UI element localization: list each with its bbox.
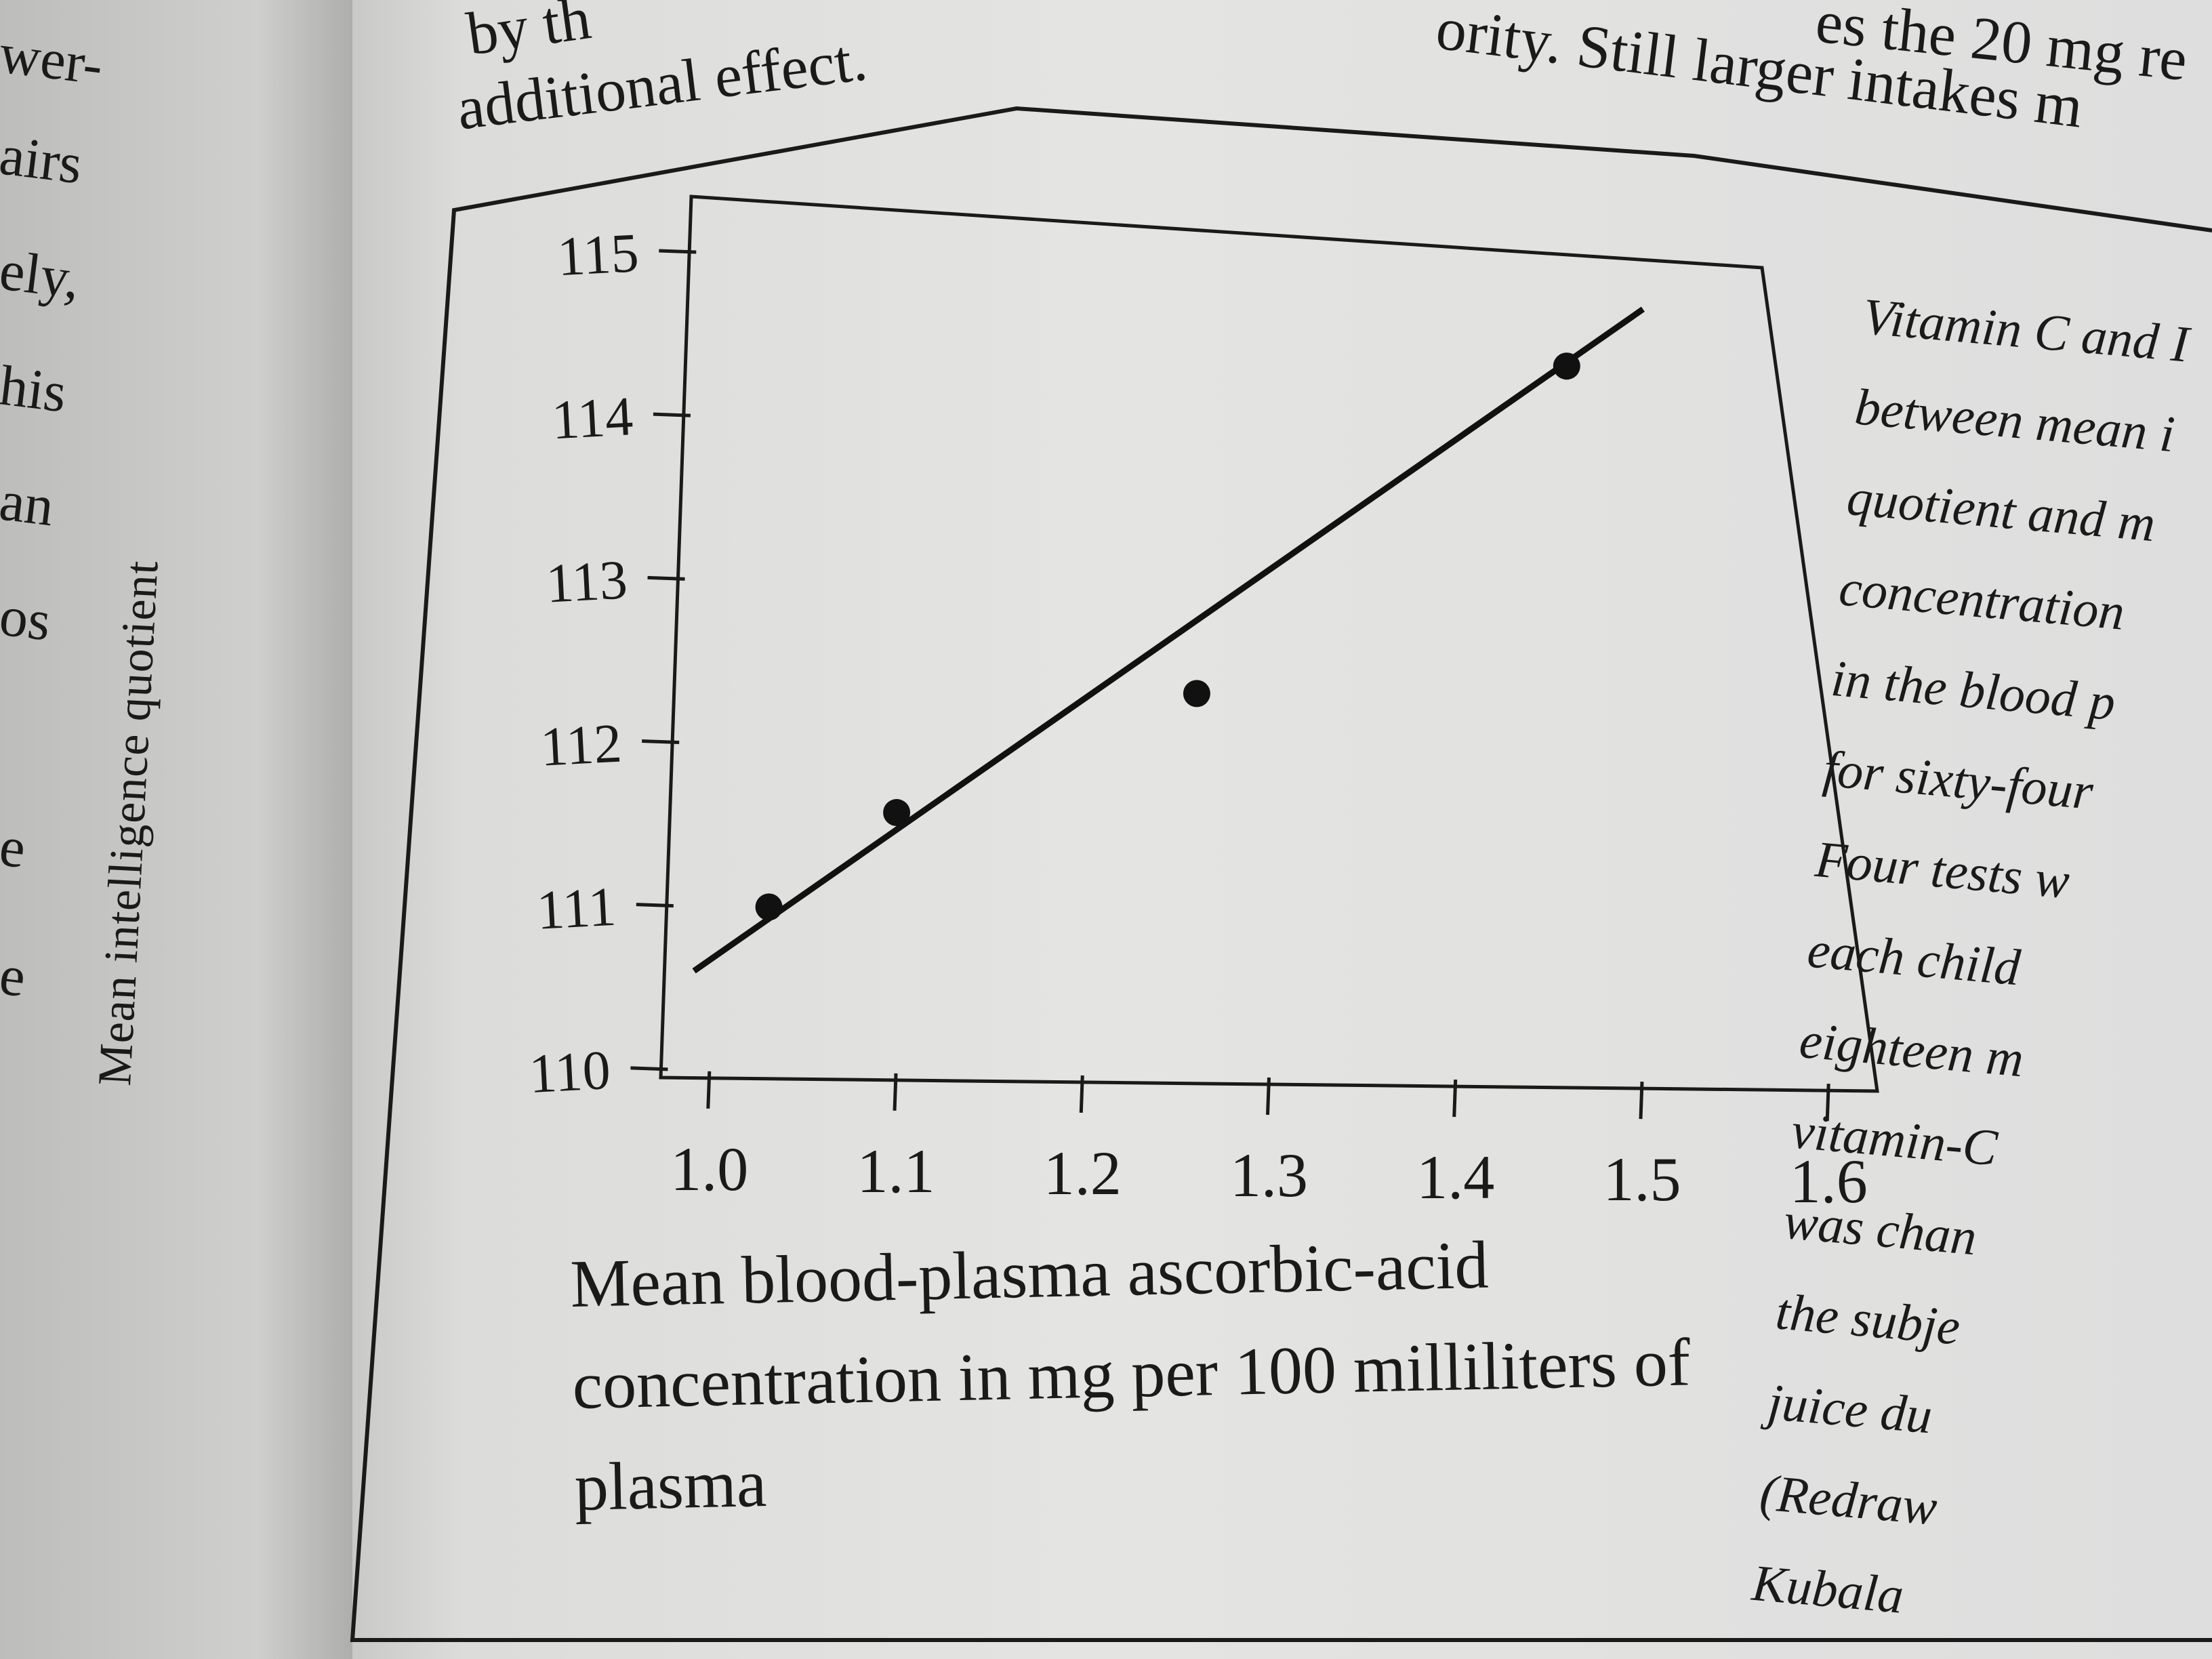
facing-page: wer- airs ely, his an os e e — [0, 0, 366, 1659]
fragment-1: airs — [0, 123, 86, 197]
fragment-2: ely, — [0, 239, 83, 312]
fragment-7: e — [0, 943, 29, 1010]
fragment-3: his — [0, 354, 70, 425]
fragment-0: wer- — [0, 22, 106, 98]
fragment-5: os — [0, 584, 54, 653]
fragment-4: an — [0, 469, 58, 539]
x-axis-title: Mean blood-plasma ascorbic-acid concentr… — [569, 1205, 1931, 1538]
fragment-6: e — [0, 815, 29, 881]
